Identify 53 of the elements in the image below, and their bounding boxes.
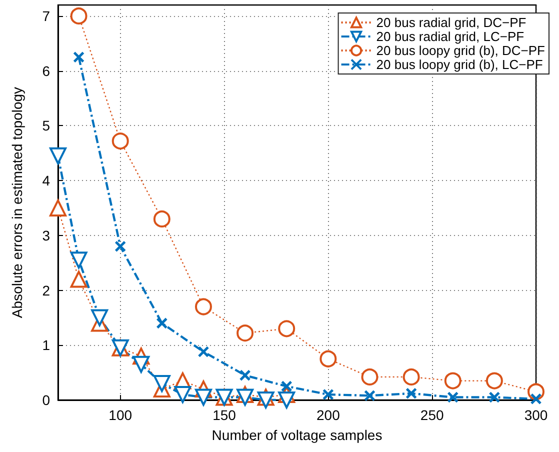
point: [322, 388, 334, 400]
point: [156, 317, 168, 329]
point: [280, 380, 292, 392]
legend-label: 20 bus radial grid, LC−PF: [376, 29, 524, 44]
point: [114, 240, 126, 252]
point: [50, 199, 66, 216]
point: [91, 309, 108, 326]
x-tick-label: 250: [420, 407, 444, 423]
point: [444, 372, 462, 390]
x-tick-label: 300: [524, 407, 548, 423]
point: [153, 210, 170, 228]
point: [70, 7, 88, 24]
point: [132, 356, 150, 373]
point: [278, 320, 296, 338]
point: [239, 370, 251, 382]
x-tick-label: 200: [316, 407, 340, 423]
y-tick-label: 2: [42, 282, 50, 298]
point: [198, 346, 210, 358]
legend-label: 20 bus loopy grid (b), DC−PF: [376, 43, 546, 58]
point: [530, 393, 542, 405]
x-tick-label: 150: [212, 407, 236, 423]
point: [70, 252, 88, 269]
y-tick-label: 7: [42, 8, 50, 24]
point: [361, 368, 378, 386]
point: [364, 390, 376, 402]
y-axis-title: Absolute errors in estimated topology: [9, 86, 25, 318]
point: [488, 392, 500, 404]
point: [112, 132, 129, 150]
y-tick-label: 0: [42, 392, 50, 408]
point: [406, 388, 418, 400]
y-tick-label: 6: [42, 62, 50, 79]
point: [257, 392, 274, 408]
point: [236, 324, 254, 342]
legend-label: 20 bus radial grid, DC−PF: [376, 15, 526, 30]
point: [402, 368, 420, 386]
point: [194, 388, 212, 406]
point: [278, 392, 296, 408]
point: [50, 147, 66, 164]
y-tick-label: 4: [42, 172, 50, 189]
point: [486, 372, 503, 390]
point: [70, 270, 88, 288]
point: [153, 375, 170, 392]
point: [174, 386, 192, 404]
point: [73, 51, 85, 63]
x-tick-label: 100: [108, 407, 132, 423]
y-tick-label: 5: [42, 118, 50, 134]
point: [194, 298, 212, 316]
legend-label: 20 bus loopy grid (b), LC−PF: [376, 57, 543, 72]
point: [447, 392, 459, 404]
point: [320, 350, 337, 368]
x-axis-title: Number of voltage samples: [212, 427, 382, 443]
y-tick-label: 1: [42, 337, 50, 354]
y-tick-label: 3: [42, 227, 50, 244]
